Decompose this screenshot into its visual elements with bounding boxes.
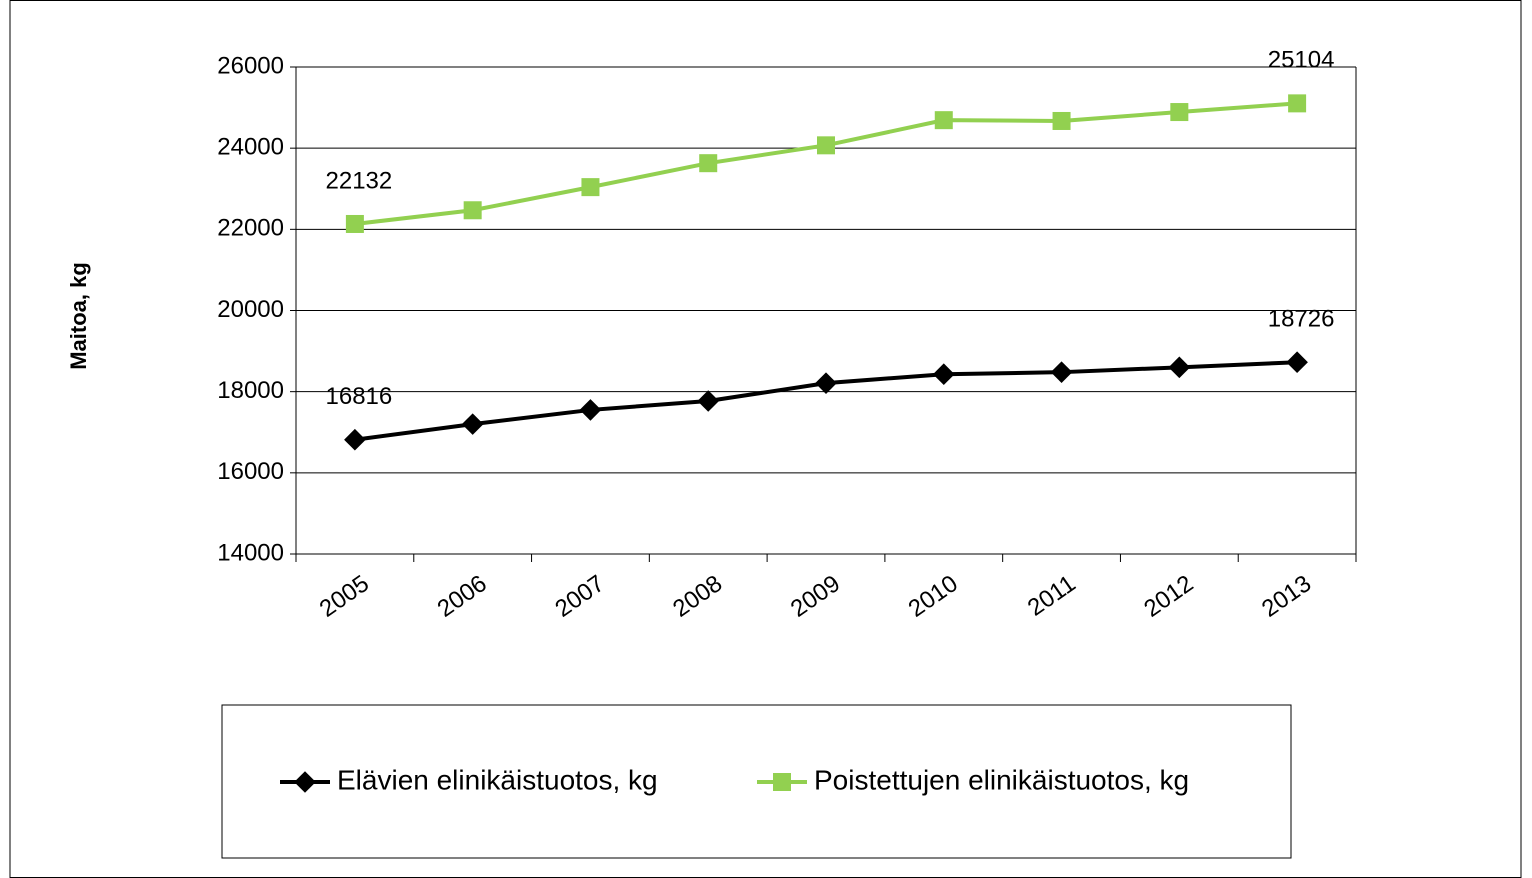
data-point bbox=[1288, 94, 1307, 113]
y-tick-label: 20000 bbox=[217, 296, 284, 323]
y-tick-label: 24000 bbox=[217, 134, 284, 161]
data-point bbox=[345, 214, 364, 233]
legend-marker bbox=[773, 773, 791, 791]
data-label: 22132 bbox=[326, 167, 393, 194]
y-tick-label: 14000 bbox=[217, 539, 284, 566]
data-point bbox=[932, 363, 955, 386]
data-point bbox=[344, 428, 366, 451]
data-point bbox=[815, 372, 837, 394]
data-point bbox=[1286, 351, 1308, 374]
data-point bbox=[1052, 111, 1071, 130]
y-tick-label: 18000 bbox=[217, 377, 284, 404]
y-tick-label: 26000 bbox=[217, 52, 284, 79]
data-point bbox=[699, 154, 718, 173]
data-point bbox=[934, 111, 953, 130]
data-point bbox=[581, 178, 600, 197]
legend-marker bbox=[294, 771, 316, 793]
data-point bbox=[1168, 356, 1191, 379]
y-axis-label: Maitoa, kg bbox=[66, 262, 91, 370]
data-point bbox=[461, 413, 484, 435]
data-point bbox=[1170, 103, 1189, 122]
data-point bbox=[817, 136, 835, 155]
data-label: 25104 bbox=[1268, 47, 1335, 74]
data-point bbox=[697, 390, 720, 412]
legend-label: Poistettujen elinikäistuotos, kg bbox=[814, 764, 1189, 795]
data-label: 18726 bbox=[1268, 306, 1335, 333]
data-point bbox=[1050, 361, 1073, 383]
y-tick-label: 22000 bbox=[217, 215, 284, 242]
y-tick-label: 16000 bbox=[217, 458, 284, 485]
data-point bbox=[579, 399, 602, 421]
data-point bbox=[463, 201, 482, 220]
legend-label: Elävien elinikäistuotos, kg bbox=[337, 764, 658, 795]
data-label: 16816 bbox=[326, 383, 393, 410]
legend-box bbox=[221, 704, 1292, 859]
